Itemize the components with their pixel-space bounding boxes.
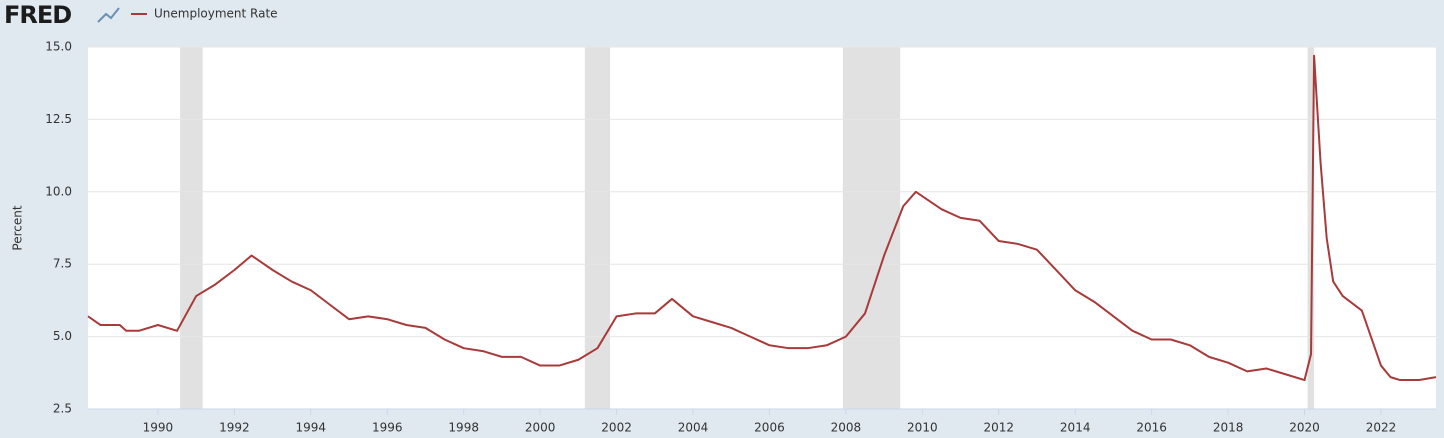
y-tick-label: 2.5	[53, 402, 72, 416]
x-tick-label: 2014	[1060, 421, 1091, 435]
y-tick-label: 10.0	[45, 184, 72, 198]
x-tick-label: 1994	[296, 421, 327, 435]
logo-icon	[97, 7, 120, 23]
y-tick-label: 12.5	[45, 112, 72, 126]
x-tick-label: 2008	[831, 421, 862, 435]
x-tick-label: 2004	[678, 421, 709, 435]
x-tick-label: 2018	[1213, 421, 1244, 435]
x-tick-label: 1998	[448, 421, 479, 435]
y-tick-label: 15.0	[45, 40, 72, 54]
x-tick-label: 1992	[219, 421, 250, 435]
y-tick-label: 7.5	[53, 257, 72, 271]
x-tick-label: 1996	[372, 421, 403, 435]
legend-label: Unemployment Rate	[154, 7, 278, 21]
recession-band	[180, 47, 203, 409]
plot-area	[88, 47, 1436, 409]
y-tick-label: 5.0	[53, 329, 72, 343]
x-tick-label: 1990	[143, 421, 174, 435]
x-tick-label: 2010	[907, 421, 938, 435]
x-tick-label: 2006	[754, 421, 785, 435]
x-tick-label: 2022	[1366, 421, 1397, 435]
x-tick-label: 2020	[1289, 421, 1320, 435]
y-axis-label: Percent	[11, 205, 25, 250]
series-line	[87, 54, 1437, 382]
x-tick-label: 2012	[983, 421, 1014, 435]
x-tick-label: 2000	[525, 421, 556, 435]
recession-band	[1307, 47, 1315, 409]
x-tick-label: 2002	[601, 421, 632, 435]
recession-band	[842, 47, 901, 409]
logo: FRED	[4, 1, 71, 29]
x-tick-label: 2016	[1136, 421, 1167, 435]
